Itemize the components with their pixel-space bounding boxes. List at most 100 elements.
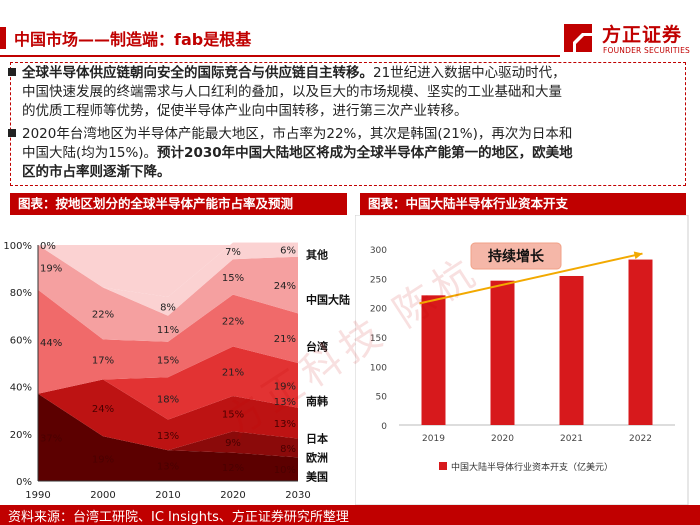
data-label: 37%: [40, 433, 62, 444]
data-label: 19%: [92, 455, 114, 466]
bar-2022: [628, 259, 653, 425]
data-label: 10%: [274, 465, 296, 476]
data-label: 6%: [280, 246, 296, 257]
data-label: 18%: [157, 394, 179, 405]
bullet-icon: [8, 68, 16, 76]
y-tick-label: 150: [370, 334, 387, 344]
bar-2019: [421, 295, 446, 425]
left-chart-title: 图表：按地区划分的全球半导体产能市占率及预测: [10, 193, 347, 215]
summary-p2-line3-bold: 区的市占率则逐渐下降。: [22, 164, 171, 180]
area-series-top-fill: [38, 242, 298, 297]
area-series-美国: [38, 393, 298, 481]
data-label: 19%: [274, 381, 296, 392]
data-label: 22%: [92, 309, 114, 320]
legend-label: 南韩: [306, 394, 328, 408]
y-tick-label: 0: [381, 422, 387, 432]
data-label: 21%: [274, 334, 296, 345]
y-tick-label: 0%: [16, 477, 32, 488]
x-tick-label: 2010: [155, 490, 180, 501]
bar-2021: [559, 275, 584, 425]
legend-label: 其他: [306, 247, 328, 261]
y-tick-label: 100: [370, 363, 387, 373]
header-divider: [0, 55, 560, 57]
area-series-欧洲: [38, 393, 298, 458]
y-tick-label: 80%: [10, 288, 32, 299]
right-chart-title: 图表：中国大陆半导体行业资本开支: [360, 193, 686, 215]
data-label: 11%: [157, 325, 179, 336]
data-label: 13%: [157, 462, 179, 473]
header-accent-bar: [0, 27, 6, 49]
logo-name-en: FOUNDER SECURITIES: [603, 46, 690, 55]
founder-logo-icon: [564, 24, 592, 52]
data-label: 7%: [225, 247, 241, 258]
summary-p1-bold: 全球半导体供应链朝向安全的国际竞合与供应链自主转移。: [22, 65, 373, 81]
annotation-text: 持续增长: [488, 248, 545, 265]
x-tick-label: 2030: [285, 490, 310, 501]
legend-label: 欧洲: [306, 450, 328, 464]
bar-2020: [490, 280, 515, 425]
data-label: 8%: [160, 302, 176, 313]
data-label: 21%: [222, 367, 244, 378]
trend-line: [419, 252, 643, 305]
x-tick-label: 2020: [220, 490, 245, 501]
summary-p2-line2-bold: 预计2030年中国大陆地区将成为全球半导体产能第一的地区，欧美地: [157, 145, 573, 161]
x-tick-label: 2019: [422, 434, 445, 444]
y-tick-label: 300: [370, 246, 387, 256]
summary-p1-line3: 的优质工程师等优势，促使半导体产业向中国转移，进行第三次产业转移。: [22, 103, 468, 119]
legend-label: 台湾: [306, 339, 328, 353]
legend-label: 美国: [306, 469, 328, 483]
footer-source: 资料来源：台湾工研院、IC Insights、方正证券研究所整理: [8, 510, 349, 525]
summary-p1-line2: 中国快速发展的终端需求与人口红利的叠加，以及巨大的市场规模、坚实的工业基础和大量: [22, 84, 562, 100]
data-label: 44%: [40, 338, 62, 349]
legend-label: 中国大陆: [306, 292, 350, 306]
data-label: 15%: [222, 410, 244, 421]
page-title: 中国市场——制造端：fab是根基: [14, 30, 252, 49]
summary-p1-line1: 21世纪进入数据中心驱动时代，: [373, 65, 566, 81]
market-share-area-chart: 0% 20% 40% 60% 80% 100% 1990 2000 2010 2020 2030 37…: [3, 241, 350, 501]
area-series-其他: [38, 242, 298, 316]
data-label: 15%: [222, 273, 244, 284]
logo-name-cn: 方正证券: [602, 24, 683, 46]
y-tick-label: 200: [370, 305, 387, 315]
data-label: 9%: [225, 438, 241, 449]
company-logo: 方正证券 FOUNDER SECURITIES: [560, 16, 694, 60]
bullet-icon: [8, 129, 16, 137]
y-tick-label: 250: [370, 275, 387, 285]
y-tick-label: 60%: [10, 335, 32, 346]
x-tick-label: 2000: [90, 490, 115, 501]
legend-label: 日本: [306, 432, 328, 446]
x-tick-label: 2022: [629, 434, 652, 444]
data-label: 12%: [222, 463, 244, 474]
data-label: 24%: [274, 281, 296, 292]
data-label: 13%: [157, 431, 179, 442]
y-tick-label: 40%: [10, 383, 32, 394]
annotation-box: [470, 242, 562, 270]
y-tick-label: 20%: [10, 430, 32, 441]
data-label-extra: 13%: [274, 397, 296, 408]
area-series-中国大陆: [38, 245, 298, 342]
capex-bar-chart: 0 50 100 150 200 250 300 2019 2020 2021 2022 持续增长中国…: [355, 215, 689, 505]
data-label: 15%: [157, 355, 179, 366]
data-label: 17%: [92, 355, 114, 366]
chart-border: [355, 215, 689, 505]
summary-p2-line1: 2020年台湾地区为半导体产能最大地区，市占率为22%，其次是韩国(21%)，再…: [22, 126, 573, 142]
x-tick-label: 2020: [491, 434, 514, 444]
area-series-南韩: [38, 346, 298, 420]
data-label: 8%: [280, 444, 296, 455]
area-series-日本: [38, 379, 298, 451]
summary-box: [10, 62, 686, 186]
footer-bar: 资料来源：台湾工研院、IC Insights、方正证券研究所整理: [0, 505, 700, 525]
data-label: 13%: [274, 419, 296, 430]
y-tick-label: 50: [376, 393, 388, 403]
summary-p2-line2-plain: 中国大陆(均为15%)。: [22, 145, 158, 161]
data-label: 24%: [92, 404, 114, 415]
x-tick-label: 2021: [560, 434, 583, 444]
data-label: 0%: [40, 241, 56, 252]
legend-swatch: [439, 462, 447, 470]
trend-arrow-icon: [633, 251, 643, 260]
y-tick-label: 100%: [3, 241, 32, 252]
legend-label: 中国大陆半导体行业资本开支（亿美元）: [451, 461, 613, 473]
summary-paragraph-1: 全球半导体供应链朝向安全的国际竞合与供应链自主转移。21世纪进入数据中心驱动时代…: [8, 64, 566, 121]
summary-paragraph-2: 2020年台湾地区为半导体产能最大地区，市占率为22%，其次是韩国(21%)，再…: [8, 125, 573, 182]
x-tick-label: 1990: [25, 490, 50, 501]
